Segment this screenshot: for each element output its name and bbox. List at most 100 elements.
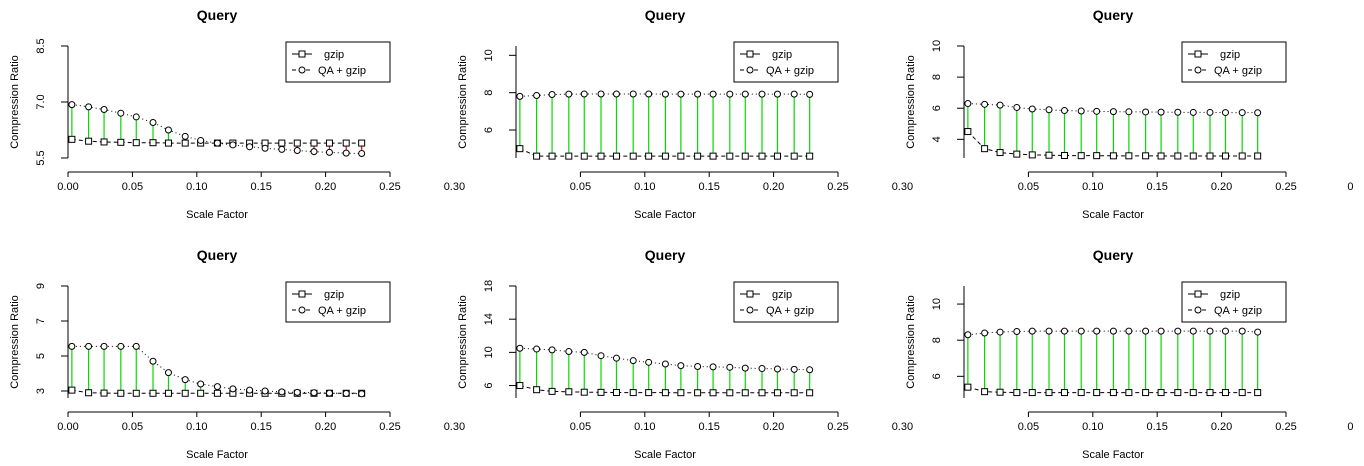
data-point-qa-gzip: [790, 365, 798, 373]
data-point-gzip: [996, 149, 1004, 157]
x-tick-label: 0.05: [1018, 421, 1039, 433]
data-point-qa-gzip: [964, 100, 972, 108]
data-point-qa-gzip: [278, 145, 286, 153]
data-point-qa-gzip: [1206, 108, 1214, 116]
data-point-gzip: [1238, 152, 1246, 160]
data-point-qa-gzip: [694, 90, 702, 98]
data-point-qa-gzip: [1142, 108, 1150, 116]
x-axis-label: Scale Factor: [1082, 209, 1144, 221]
legend-marker-qa-gzip: [1194, 66, 1202, 74]
x-tick-label: 0.15: [698, 421, 719, 433]
data-point-gzip: [278, 139, 286, 147]
data-point-gzip: [645, 152, 653, 160]
data-point-qa-gzip: [358, 150, 366, 158]
data-point-qa-gzip: [181, 132, 189, 140]
data-point-qa-gzip: [806, 366, 814, 374]
data-point-qa-gzip: [758, 365, 766, 373]
chart-title: Query: [645, 7, 686, 23]
data-point-gzip: [629, 389, 637, 397]
data-point-gzip: [629, 152, 637, 160]
x-tick-label: 0.10: [634, 181, 655, 193]
data-point-qa-gzip: [293, 147, 301, 155]
data-point-gzip: [1045, 389, 1053, 397]
data-point-gzip: [68, 386, 76, 394]
data-point-qa-gzip: [741, 364, 749, 372]
y-tick-label: 7: [35, 318, 47, 324]
data-point-gzip: [964, 128, 972, 136]
y-axis-label: Compression Ratio: [9, 55, 21, 149]
data-point-qa-gzip: [85, 342, 93, 350]
data-point-gzip: [1013, 389, 1021, 397]
data-point-gzip: [964, 383, 972, 391]
data-point-gzip: [533, 386, 541, 394]
data-point-gzip: [709, 152, 717, 160]
y-tick-label: 10: [931, 298, 943, 310]
legend-box: [733, 281, 839, 323]
x-tick-label: 0.20: [315, 181, 336, 193]
data-point-qa-gzip: [964, 331, 972, 339]
chart-title: Query: [1093, 247, 1134, 263]
y-tick-label: 5: [35, 353, 47, 359]
data-point-gzip: [1206, 389, 1214, 397]
y-tick-label: 8: [931, 337, 943, 343]
x-tick-label: 0.25: [1275, 181, 1296, 193]
data-point-gzip: [1189, 389, 1197, 397]
data-point-qa-gzip: [1013, 103, 1021, 111]
legend-label: gzip: [324, 289, 344, 301]
y-tick-label: 10: [483, 346, 495, 358]
data-point-gzip: [597, 152, 605, 160]
y-tick-label: 6: [483, 382, 495, 388]
data-point-qa-gzip: [149, 119, 157, 127]
data-point-qa-gzip: [677, 362, 685, 370]
x-axis-label: Scale Factor: [186, 449, 248, 461]
x-tick-label: 0.20: [763, 181, 784, 193]
data-point-qa-gzip: [1206, 327, 1214, 335]
x-tick-label: 0.10: [634, 421, 655, 433]
data-point-gzip: [533, 152, 541, 160]
data-point-qa-gzip: [1060, 327, 1068, 335]
data-point-qa-gzip: [261, 387, 269, 395]
data-point-gzip: [100, 389, 108, 397]
data-point-gzip: [806, 152, 814, 160]
data-point-qa-gzip: [1254, 109, 1262, 117]
legend-label: QA + gzip: [318, 65, 366, 77]
x-tick-label: 0.20: [1211, 181, 1232, 193]
data-point-qa-gzip: [1142, 327, 1150, 335]
data-point-qa-gzip: [741, 90, 749, 98]
data-point-gzip: [790, 152, 798, 160]
x-tick-label: 0.10: [1082, 421, 1103, 433]
y-tick-label: 4: [931, 136, 943, 142]
x-tick-label: 0.05: [1018, 181, 1039, 193]
data-point-gzip: [132, 139, 140, 147]
data-point-gzip: [213, 389, 221, 397]
data-point-qa-gzip: [197, 136, 205, 144]
data-point-gzip: [597, 388, 605, 396]
data-point-qa-gzip: [645, 358, 653, 366]
x-tick-label: 0.20: [1211, 421, 1232, 433]
data-point-qa-gzip: [612, 354, 620, 362]
x-tick-label: 0.25: [379, 181, 400, 193]
data-point-gzip: [197, 389, 205, 397]
legend-marker-gzip: [298, 50, 306, 58]
data-point-gzip: [1109, 152, 1117, 160]
data-point-gzip: [1109, 389, 1117, 397]
data-point-gzip: [1093, 152, 1101, 160]
data-point-qa-gzip: [661, 90, 669, 98]
data-point-gzip: [790, 389, 798, 397]
data-point-gzip: [1142, 152, 1150, 160]
legend-marker-qa-gzip: [746, 66, 754, 74]
data-point-gzip: [516, 382, 524, 390]
data-point-gzip: [310, 139, 318, 147]
legend-marker-qa-gzip: [298, 66, 306, 74]
data-point-qa-gzip: [261, 144, 269, 152]
data-point-qa-gzip: [758, 90, 766, 98]
series-line-gzip: [967, 131, 1258, 157]
x-tick-label: 0.25: [827, 421, 848, 433]
data-point-gzip: [565, 152, 573, 160]
data-point-qa-gzip: [516, 92, 524, 100]
data-point-gzip: [1093, 389, 1101, 397]
data-point-gzip: [325, 139, 333, 147]
data-point-qa-gzip: [132, 342, 140, 350]
data-point-qa-gzip: [773, 90, 781, 98]
data-point-qa-gzip: [516, 344, 524, 352]
